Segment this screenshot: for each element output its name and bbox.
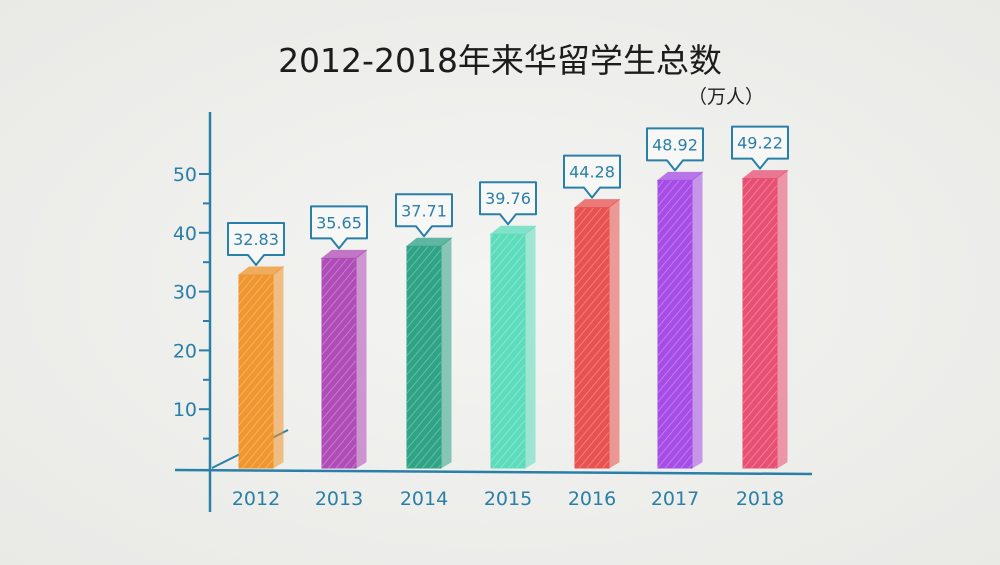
data-label-callout (227, 221, 285, 266)
y-tick-label: 20 (173, 340, 197, 362)
x-tick-label: 2015 (484, 488, 532, 510)
x-tick-label: 2012 (232, 488, 280, 510)
x-tick-label: 2017 (651, 488, 699, 510)
bar-hatch (743, 178, 777, 468)
x-tick-label: 2016 (568, 488, 616, 510)
bar-hatch (575, 207, 609, 468)
bar-side (355, 249, 367, 469)
x-tick-label: 2014 (400, 488, 448, 510)
chart-title: 2012-2018年来华留学生总数 (278, 41, 722, 80)
data-label-callout (731, 125, 789, 170)
bar-2012: 32.83 2012 (227, 221, 285, 510)
data-label: 32.83 (233, 230, 279, 249)
x-axis (174, 468, 813, 476)
bar-side (440, 237, 452, 469)
data-label: 35.65 (316, 213, 362, 232)
bar-hatch (239, 274, 273, 468)
data-label: 48.92 (652, 135, 698, 154)
bar-2018: 49.22 2018 (731, 125, 789, 510)
data-label-callout (563, 154, 621, 199)
bar-2015: 39.76 2015 (479, 181, 537, 510)
bar-side (272, 265, 284, 469)
bar-2016: 44.28 2016 (563, 154, 621, 510)
bar-hatch (658, 180, 692, 468)
data-label-callout (646, 127, 704, 172)
bar-top (237, 266, 285, 276)
bar-side (691, 171, 703, 469)
bar-top (656, 171, 704, 181)
bar-top (573, 199, 621, 209)
bar-hatch (407, 246, 441, 468)
bar-hatch (322, 258, 356, 468)
data-label: 39.76 (485, 189, 531, 208)
bar-2013: 35.65 2013 (310, 205, 368, 510)
unit-label: （万人） (688, 86, 765, 108)
bar-top (489, 225, 537, 235)
bar-side (524, 225, 536, 469)
bar-top (405, 237, 453, 247)
x-tick-label: 2013 (315, 488, 363, 510)
data-label: 49.22 (737, 134, 783, 153)
y-tick-label: 40 (173, 223, 197, 245)
data-label-callout (479, 181, 537, 226)
bar-2017: 48.92 2017 (646, 127, 704, 510)
bar-top (320, 249, 368, 259)
bar-hatch (491, 234, 525, 468)
data-label: 44.28 (569, 163, 615, 182)
data-label-callout (310, 205, 368, 250)
y-tick-label: 10 (173, 399, 197, 421)
y-tick-label: 30 (173, 282, 197, 304)
bar-top (741, 170, 789, 180)
x-tick-label: 2018 (736, 488, 784, 510)
bar-side (608, 198, 620, 469)
data-label: 37.71 (401, 201, 447, 220)
data-label-callout (395, 193, 453, 238)
bar-2014: 37.71 2014 (395, 193, 453, 510)
bar-side (776, 169, 788, 469)
y-tick-label: 50 (173, 164, 197, 186)
